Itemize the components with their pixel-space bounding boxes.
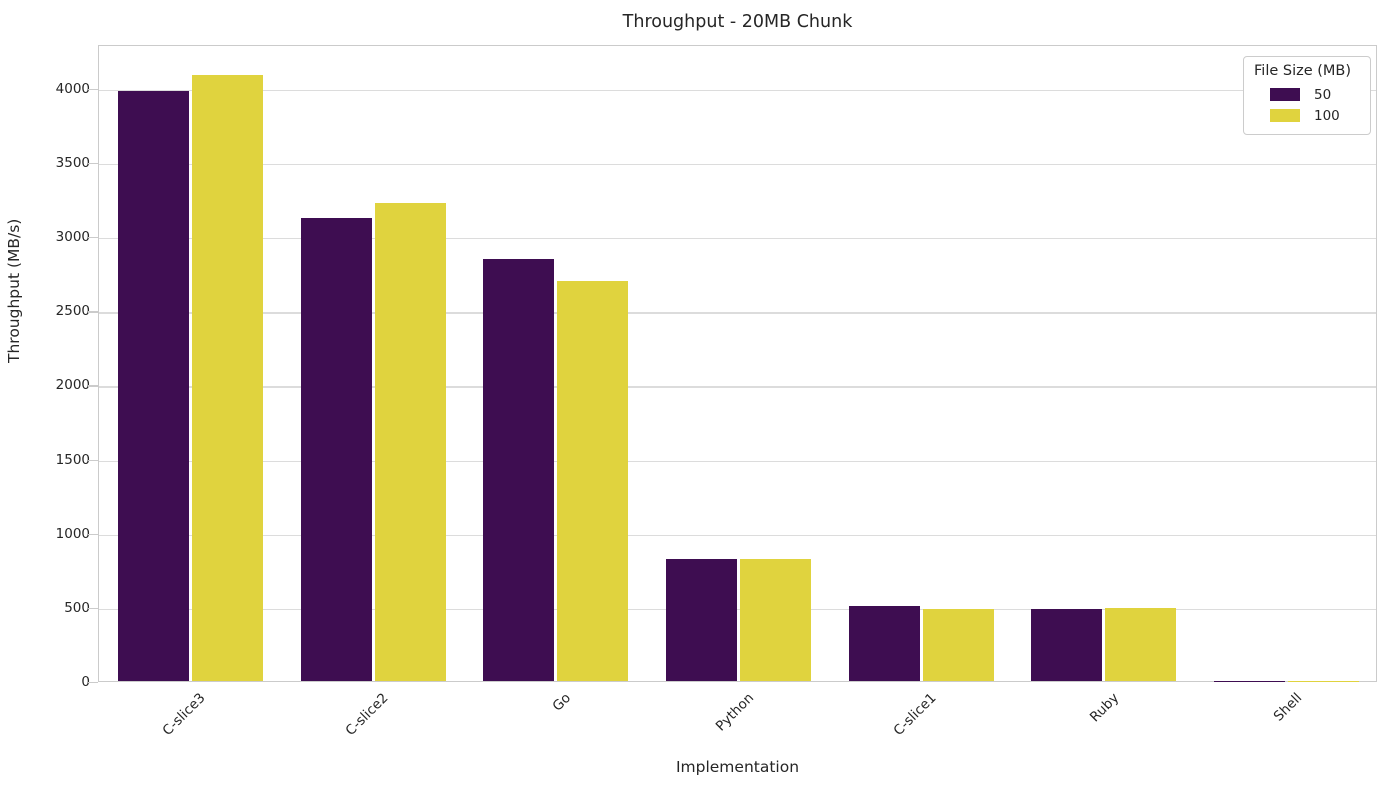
legend-swatch-50 — [1270, 88, 1300, 101]
legend-title: File Size (MB) — [1254, 63, 1352, 79]
x-tick-label-Python: Python — [712, 690, 757, 735]
bar-C-slice2-100 — [374, 202, 446, 681]
x-tick-label-Ruby: Ruby — [1086, 690, 1123, 726]
legend-label-100: 100 — [1314, 107, 1340, 124]
x-tick-label-Go: Go — [549, 690, 575, 715]
bar-C-slice3-50 — [117, 90, 189, 681]
bar-Ruby-50 — [1031, 608, 1103, 681]
bar-Python-100 — [740, 558, 811, 681]
legend-item-50: 50 — [1252, 84, 1362, 105]
gridline-3000 — [99, 238, 1376, 240]
y-tick-label-3500: 3500 — [55, 154, 90, 171]
x-axis-title: Implementation — [675, 758, 800, 776]
y-tick-mark-3500 — [88, 162, 98, 165]
y-tick-label-1000: 1000 — [55, 525, 90, 542]
bar-C-slice3-100 — [191, 75, 263, 681]
gridline-2000 — [99, 386, 1376, 388]
y-tick-mark-2000 — [88, 385, 98, 387]
y-tick-label-4000: 4000 — [55, 80, 90, 97]
y-tick-mark-500 — [88, 607, 98, 610]
y-tick-label-500: 500 — [64, 599, 90, 616]
plot-area — [98, 45, 1377, 682]
x-tick-label-C-slice1: C-slice1 — [890, 690, 940, 739]
bar-Python-50 — [666, 559, 737, 681]
y-tick-mark-1000 — [88, 533, 98, 535]
bar-Go-50 — [483, 259, 555, 681]
gridline-4000 — [99, 89, 1376, 92]
gridline-2500 — [99, 312, 1376, 314]
y-tick-mark-2500 — [88, 311, 98, 313]
legend-swatch-100 — [1270, 109, 1300, 122]
x-tick-label-C-slice2: C-slice2 — [342, 690, 392, 739]
y-tick-label-2000: 2000 — [55, 377, 90, 394]
legend-label-50: 50 — [1314, 86, 1332, 103]
legend: File Size (MB) 50 100 — [1243, 56, 1371, 135]
y-tick-mark-3000 — [88, 237, 98, 239]
y-tick-label-2500: 2500 — [55, 303, 90, 320]
chart-title: Throughput - 20MB Chunk — [622, 12, 853, 32]
y-tick-mark-1500 — [88, 459, 98, 461]
gridline-1000 — [99, 534, 1376, 536]
y-tick-mark-0 — [88, 682, 98, 684]
y-tick-label-0: 0 — [81, 674, 90, 690]
gridline-1500 — [99, 460, 1376, 462]
bar-Ruby-100 — [1105, 608, 1177, 681]
y-tick-label-3000: 3000 — [55, 229, 90, 246]
x-tick-label-C-slice3: C-slice3 — [159, 690, 209, 739]
y-tick-mark-4000 — [88, 88, 98, 91]
x-tick-label-Shell: Shell — [1270, 690, 1305, 725]
bar-C-slice1-100 — [922, 608, 994, 681]
gridline-3500 — [99, 163, 1376, 166]
legend-item-100: 100 — [1252, 105, 1362, 126]
bar-Go-100 — [557, 281, 629, 681]
bar-C-slice1-50 — [848, 606, 920, 681]
bar-C-slice2-50 — [300, 218, 372, 681]
y-tick-label-1500: 1500 — [55, 451, 90, 468]
gridline-500 — [99, 608, 1376, 611]
